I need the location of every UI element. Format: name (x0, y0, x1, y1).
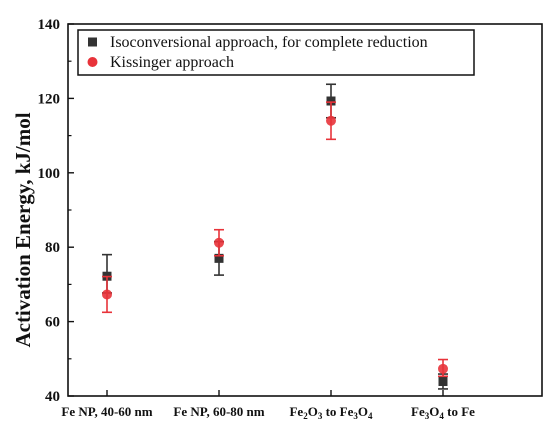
y-tick-label: 140 (38, 17, 61, 33)
data-point-circle (438, 363, 448, 374)
x-axis-ticks: Fe NP, 40-60 nm Fe NP, 60-80 nm Fe2​O3​ to… (61, 390, 475, 421)
y-axis-ticks: 40 60 80 100 120 140 (38, 17, 74, 405)
y-tick-label: 60 (45, 315, 60, 331)
y-tick-label: 40 (45, 389, 60, 405)
y-axis-title: Activation Energy, kJ/mol (11, 112, 35, 347)
legend-label: Isoconversional approach, for complete r… (110, 34, 428, 51)
x-tick-label: Fe NP, 60-80 nm (173, 404, 264, 419)
legend-marker-circle (87, 57, 98, 67)
data-point-square (438, 376, 448, 386)
x-tick-label: Fe2​O3​ to Fe3​O4​ (289, 404, 373, 421)
data-point-square (214, 253, 224, 263)
legend-marker-square (88, 37, 97, 47)
legend-label: Kissinger approach (110, 54, 234, 71)
x-tick-label: Fe NP, 40-60 nm (61, 404, 152, 419)
legend-box (77, 29, 475, 76)
y-tick-label: 120 (38, 91, 61, 107)
data-point-circle (326, 115, 336, 126)
data-point-circle (102, 289, 112, 300)
data-point-square (326, 96, 336, 106)
plot-axes (67, 23, 543, 397)
x-tick-label: Fe3​O4​ to Fe (411, 404, 475, 421)
y-tick-label: 100 (38, 166, 61, 182)
legend: Isoconversional approach, for complete r… (77, 29, 475, 76)
data-marks (102, 83, 448, 390)
plot-frame (67, 23, 543, 397)
data-point-circle (214, 237, 224, 248)
y-tick-label: 80 (45, 240, 60, 256)
